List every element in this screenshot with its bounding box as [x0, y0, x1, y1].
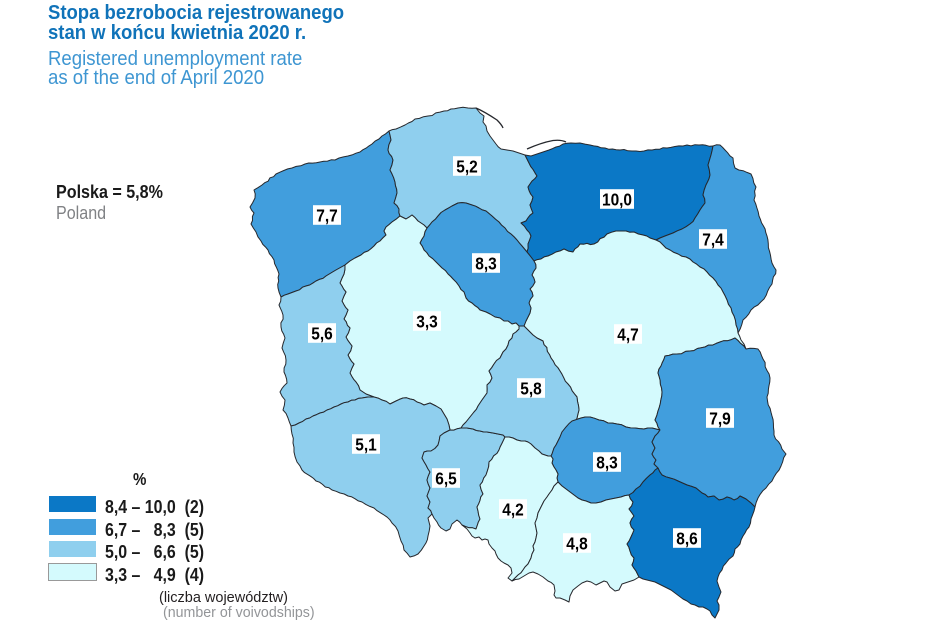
svg-text:4,8: 4,8 [566, 533, 588, 553]
svg-text:7,9: 7,9 [709, 408, 731, 428]
svg-text:7,7: 7,7 [316, 205, 338, 225]
svg-text:10,0: 10,0 [602, 189, 632, 209]
svg-text:5,6: 5,6 [311, 323, 333, 343]
svg-text:5,2: 5,2 [456, 156, 478, 176]
svg-text:5,8: 5,8 [520, 378, 542, 398]
svg-text:7,4: 7,4 [702, 229, 724, 249]
svg-text:4,2: 4,2 [502, 499, 524, 519]
svg-text:3,3: 3,3 [416, 311, 438, 331]
svg-text:8,3: 8,3 [475, 253, 497, 273]
svg-text:6,5: 6,5 [435, 468, 457, 488]
svg-text:8,3: 8,3 [596, 452, 618, 472]
svg-text:4,7: 4,7 [617, 324, 639, 344]
svg-text:5,1: 5,1 [355, 434, 377, 454]
svg-text:8,6: 8,6 [676, 528, 698, 548]
